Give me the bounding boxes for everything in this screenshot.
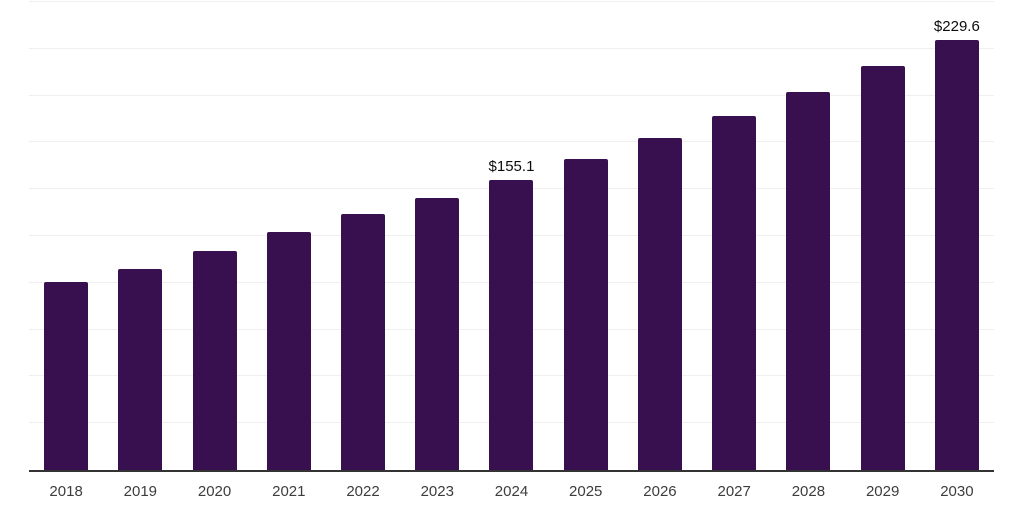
- x-tick-label-2020: 2020: [197, 483, 232, 500]
- x-tick-label-2025: 2025: [569, 483, 603, 500]
- gridline: [29, 47, 994, 49]
- x-tick-label-2030: 2030: [940, 483, 974, 500]
- x-tick-label-2022: 2022: [346, 483, 380, 500]
- bar-2023: [415, 197, 460, 470]
- data-label-2024: $155.1: [488, 157, 535, 175]
- bar-slot-2029: [846, 2, 920, 470]
- x-tick-label-2019: 2019: [123, 483, 158, 500]
- bar-2021: [266, 232, 311, 470]
- bar-slot-2020: [177, 2, 251, 470]
- gridline: [29, 94, 994, 96]
- bar-2020: [192, 250, 237, 470]
- bar-slot-2024: $155.1: [474, 2, 548, 470]
- bar-slot-2025: [549, 2, 623, 470]
- x-tick-label-2027: 2027: [717, 483, 751, 500]
- bar-2028: [786, 91, 831, 470]
- bar-2019: [118, 269, 163, 470]
- bar-2024: [489, 179, 534, 470]
- bar-2025: [563, 159, 608, 470]
- bar-slot-2028: [771, 2, 845, 470]
- bar-2027: [712, 116, 757, 470]
- x-tick-label-2029: 2029: [865, 483, 900, 500]
- bar-slot-2027: [697, 2, 771, 470]
- bar-slot-2018: [29, 2, 103, 470]
- x-tick-label-2018: 2018: [49, 483, 83, 500]
- bar-slot-2026: [623, 2, 697, 470]
- bar-2026: [637, 138, 682, 470]
- bar-slot-2030: $229.6: [920, 2, 994, 470]
- x-tick-label-2024: 2024: [494, 483, 529, 500]
- bar-2022: [341, 213, 386, 470]
- gridline: [29, 1, 994, 2]
- bar-2030: [934, 40, 979, 470]
- x-tick-label-2028: 2028: [791, 483, 826, 500]
- x-tick-label-2021: 2021: [272, 483, 306, 500]
- bar-slot-2023: [400, 2, 474, 470]
- bar-2029: [860, 65, 905, 470]
- bar-2018: [44, 282, 89, 470]
- bar-slot-2022: [326, 2, 400, 470]
- bar-slot-2019: [103, 2, 177, 470]
- plot-area: $155.1 $229.6: [29, 1, 994, 472]
- data-label-2030: $229.6: [933, 18, 980, 36]
- x-tick-label-2023: 2023: [420, 483, 454, 500]
- x-tick-label-2026: 2026: [643, 483, 677, 500]
- gridline: [29, 141, 994, 143]
- bar-slot-2021: [252, 2, 326, 470]
